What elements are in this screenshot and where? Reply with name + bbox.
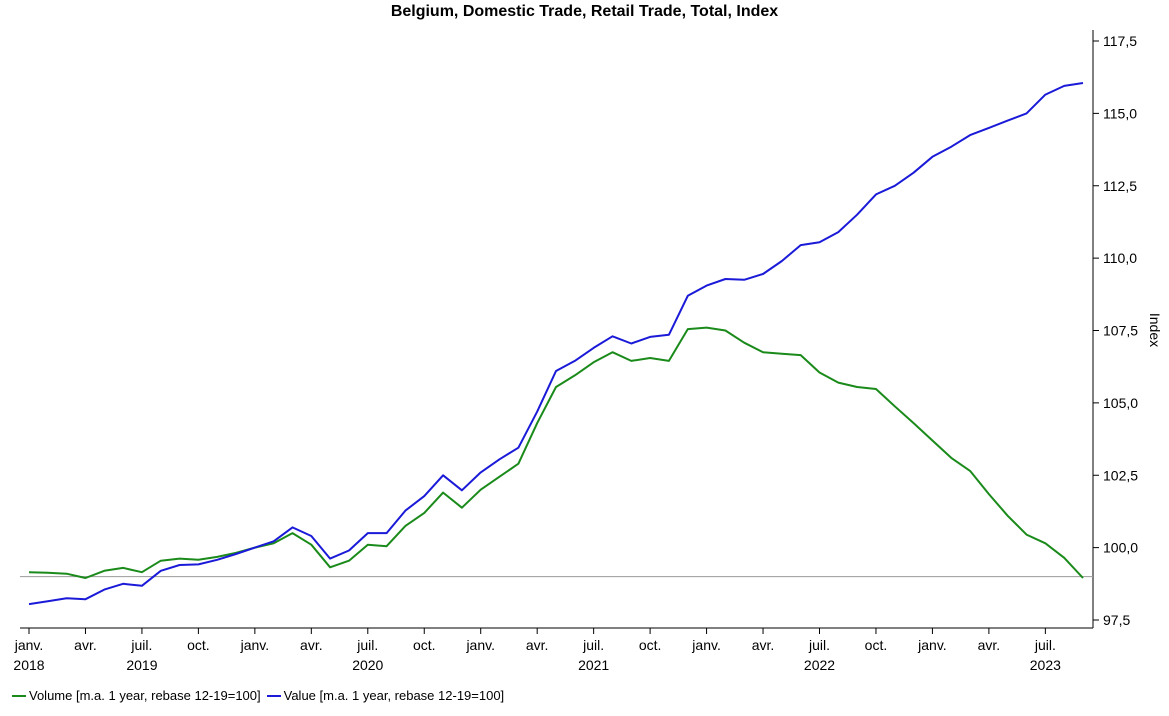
x-tick-label: oct. bbox=[639, 637, 662, 653]
x-tick-label: juil. bbox=[1034, 637, 1056, 653]
x-tick-label: avr. bbox=[526, 637, 549, 653]
x-year-label: 2019 bbox=[126, 657, 157, 673]
x-tick-label: juil. bbox=[130, 637, 152, 653]
x-tick-label: avr. bbox=[300, 637, 323, 653]
series-line-volume bbox=[28, 326, 1084, 579]
y-tick-label: 117,5 bbox=[1103, 33, 1137, 49]
x-tick-label: janv. bbox=[917, 637, 947, 653]
x-tick-label: avr. bbox=[978, 637, 1001, 653]
x-tick-label: oct. bbox=[413, 637, 436, 653]
y-tick-label: 100,0 bbox=[1103, 540, 1138, 556]
y-tick-label: 112,5 bbox=[1103, 178, 1137, 194]
y-tick-label: 110,0 bbox=[1103, 250, 1137, 266]
x-tick-label: avr. bbox=[74, 637, 97, 653]
legend-label-value: Value [m.a. 1 year, rebase 12-19=100] bbox=[283, 688, 505, 703]
y-tick-label: 105,0 bbox=[1103, 395, 1138, 411]
x-year-label: 2020 bbox=[352, 657, 383, 673]
x-tick-label: janv. bbox=[14, 637, 44, 653]
x-tick-label: juil. bbox=[582, 637, 604, 653]
x-tick-label: janv. bbox=[240, 637, 270, 653]
x-tick-label: oct. bbox=[865, 637, 888, 653]
legend: Volume [m.a. 1 year, rebase 12-19=100] V… bbox=[12, 688, 510, 703]
series-line-value bbox=[28, 82, 1084, 606]
legend-label-volume: Volume [m.a. 1 year, rebase 12-19=100] bbox=[29, 688, 261, 703]
legend-swatch-volume bbox=[12, 694, 26, 697]
chart-title: Belgium, Domestic Trade, Retail Trade, T… bbox=[390, 3, 779, 20]
x-year-label: 2021 bbox=[578, 657, 609, 673]
x-tick-label: janv. bbox=[465, 637, 495, 653]
x-year-label: 2023 bbox=[1030, 657, 1061, 673]
legend-swatch-value bbox=[266, 694, 281, 697]
x-tick-label: janv. bbox=[691, 637, 721, 653]
x-year-label: 2018 bbox=[13, 657, 44, 673]
x-tick-label: avr. bbox=[752, 637, 775, 653]
x-tick-label: oct. bbox=[187, 637, 210, 653]
y-axis-label: Index bbox=[1147, 313, 1163, 347]
x-tick-label: juil. bbox=[356, 637, 378, 653]
x-tick-label: juil. bbox=[808, 637, 830, 653]
y-tick-label: 107,5 bbox=[1103, 323, 1138, 339]
x-year-label: 2022 bbox=[804, 657, 835, 673]
legend-item-volume[interactable]: Volume [m.a. 1 year, rebase 12-19=100] bbox=[12, 688, 261, 703]
y-tick-label: 102,5 bbox=[1103, 467, 1138, 483]
legend-item-value[interactable]: Value [m.a. 1 year, rebase 12-19=100] bbox=[266, 688, 505, 703]
y-tick-label: 97,5 bbox=[1103, 612, 1130, 628]
y-tick-label: 115,0 bbox=[1103, 105, 1137, 121]
